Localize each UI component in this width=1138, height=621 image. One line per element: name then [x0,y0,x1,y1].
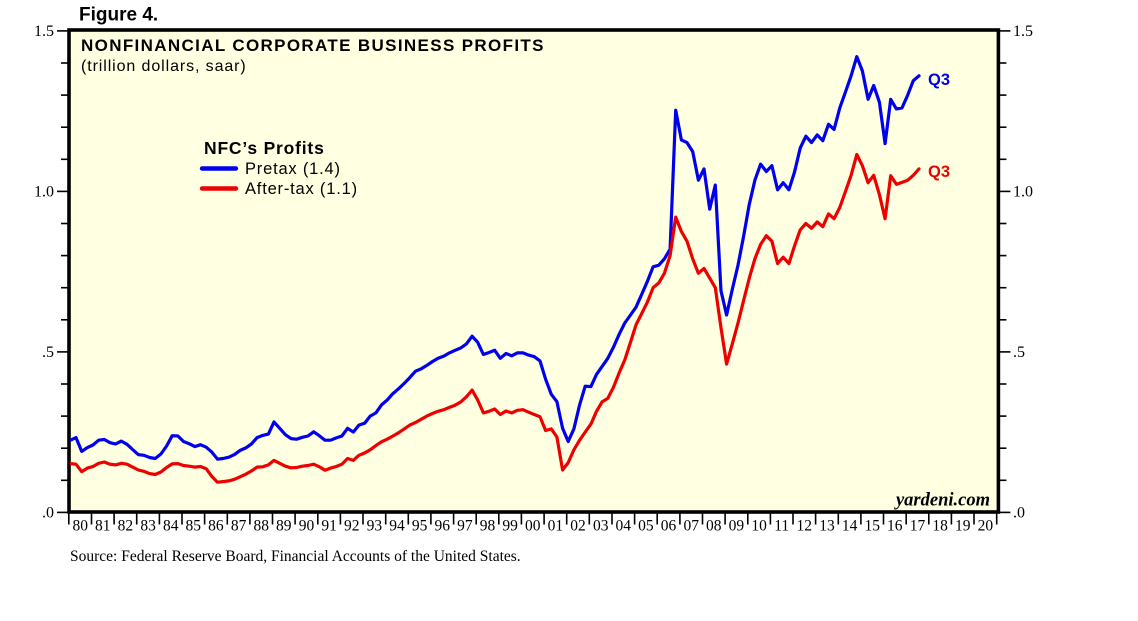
svg-text:96: 96 [434,518,450,535]
svg-text:Pretax (1.4): Pretax (1.4) [245,160,341,178]
svg-text:10: 10 [751,518,767,535]
svg-text:13: 13 [819,518,835,535]
svg-text:07: 07 [683,518,699,535]
svg-text:16: 16 [887,518,903,535]
svg-text:05: 05 [638,518,654,535]
svg-text:90: 90 [299,518,315,535]
svg-text:17: 17 [910,518,926,535]
svg-text:89: 89 [276,518,292,535]
svg-text:04: 04 [616,518,632,535]
svg-text:94: 94 [389,518,405,535]
svg-text:01: 01 [548,518,564,535]
svg-text:88: 88 [253,518,269,535]
svg-text:.5: .5 [42,344,54,361]
svg-text:91: 91 [321,518,337,535]
svg-text:80: 80 [72,518,88,535]
svg-text:87: 87 [231,518,247,535]
svg-text:12: 12 [797,518,813,535]
svg-text:81: 81 [95,518,111,535]
svg-text:.0: .0 [1013,504,1025,521]
svg-text:.5: .5 [1013,344,1025,361]
svg-text:Q3: Q3 [928,163,950,181]
svg-text:19: 19 [955,518,971,535]
svg-text:95: 95 [412,518,428,535]
svg-text:1.5: 1.5 [34,23,54,40]
svg-text:yardeni.com: yardeni.com [894,491,990,511]
svg-text:(trillion dollars, saar): (trillion dollars, saar) [81,58,247,75]
svg-text:03: 03 [593,518,609,535]
svg-text:11: 11 [774,518,789,535]
svg-text:85: 85 [186,518,202,535]
svg-text:18: 18 [932,518,948,535]
svg-text:20: 20 [978,518,994,535]
svg-text:99: 99 [502,518,518,535]
svg-text:NFC’s Profits: NFC’s Profits [204,138,325,158]
svg-text:Source: Federal Reserve Board,: Source: Federal Reserve Board, Financial… [70,548,521,565]
svg-text:00: 00 [525,518,541,535]
svg-text:06: 06 [661,518,677,535]
svg-text:15: 15 [864,518,880,535]
svg-text:08: 08 [706,518,722,535]
svg-text:02: 02 [570,518,586,535]
svg-text:82: 82 [118,518,134,535]
svg-text:14: 14 [842,518,858,535]
svg-text:98: 98 [480,518,496,535]
svg-text:86: 86 [208,518,224,535]
svg-text:92: 92 [344,518,360,535]
svg-text:09: 09 [729,518,745,535]
svg-text:84: 84 [163,518,179,535]
svg-text:93: 93 [367,518,383,535]
svg-text:After-tax (1.1): After-tax (1.1) [245,180,358,198]
svg-text:1.0: 1.0 [34,183,54,200]
svg-text:Q3: Q3 [928,71,950,89]
svg-text:83: 83 [140,518,156,535]
svg-text:.0: .0 [42,504,54,521]
svg-text:NONFINANCIAL CORPORATE BUSINES: NONFINANCIAL CORPORATE BUSINESS PROFITS [81,36,545,55]
svg-text:Figure 4.: Figure 4. [79,5,158,26]
svg-text:1.5: 1.5 [1013,23,1033,40]
svg-text:1.0: 1.0 [1013,183,1033,200]
svg-text:97: 97 [457,518,473,535]
